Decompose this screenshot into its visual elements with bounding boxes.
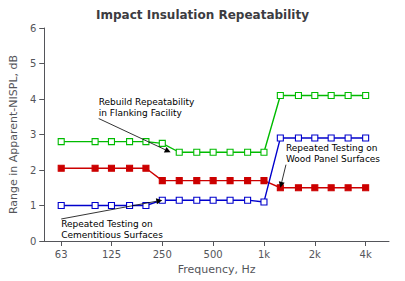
svg-text:125: 125 (102, 249, 121, 260)
svg-text:Repeated Testing on: Repeated Testing on (61, 219, 153, 229)
svg-text:3: 3 (30, 129, 36, 140)
svg-text:250: 250 (153, 249, 172, 260)
svg-text:Wood Panel Surfaces: Wood Panel Surfaces (286, 154, 380, 164)
svg-text:in Flanking Facility: in Flanking Facility (99, 108, 183, 118)
svg-text:Frequency, Hz: Frequency, Hz (178, 263, 256, 276)
svg-text:Range in Apparent-NISPL, dB: Range in Apparent-NISPL, dB (7, 55, 20, 214)
svg-text:Rebuild Repeatability: Rebuild Repeatability (99, 97, 195, 107)
svg-text:2: 2 (30, 165, 36, 176)
svg-text:Impact Insulation Repeatabilit: Impact Insulation Repeatability (96, 8, 309, 22)
svg-text:1: 1 (30, 200, 36, 211)
svg-text:Repeated Testing on: Repeated Testing on (286, 143, 378, 153)
svg-text:63: 63 (55, 249, 68, 260)
svg-text:0: 0 (30, 236, 36, 247)
svg-text:1k: 1k (258, 249, 270, 260)
svg-text:Cementitious Surfaces: Cementitious Surfaces (61, 230, 163, 240)
svg-text:4k: 4k (360, 249, 372, 260)
svg-text:2k: 2k (309, 249, 321, 260)
svg-text:6: 6 (30, 23, 36, 34)
svg-text:4: 4 (30, 94, 36, 105)
svg-text:500: 500 (204, 249, 223, 260)
svg-text:5: 5 (30, 58, 36, 69)
